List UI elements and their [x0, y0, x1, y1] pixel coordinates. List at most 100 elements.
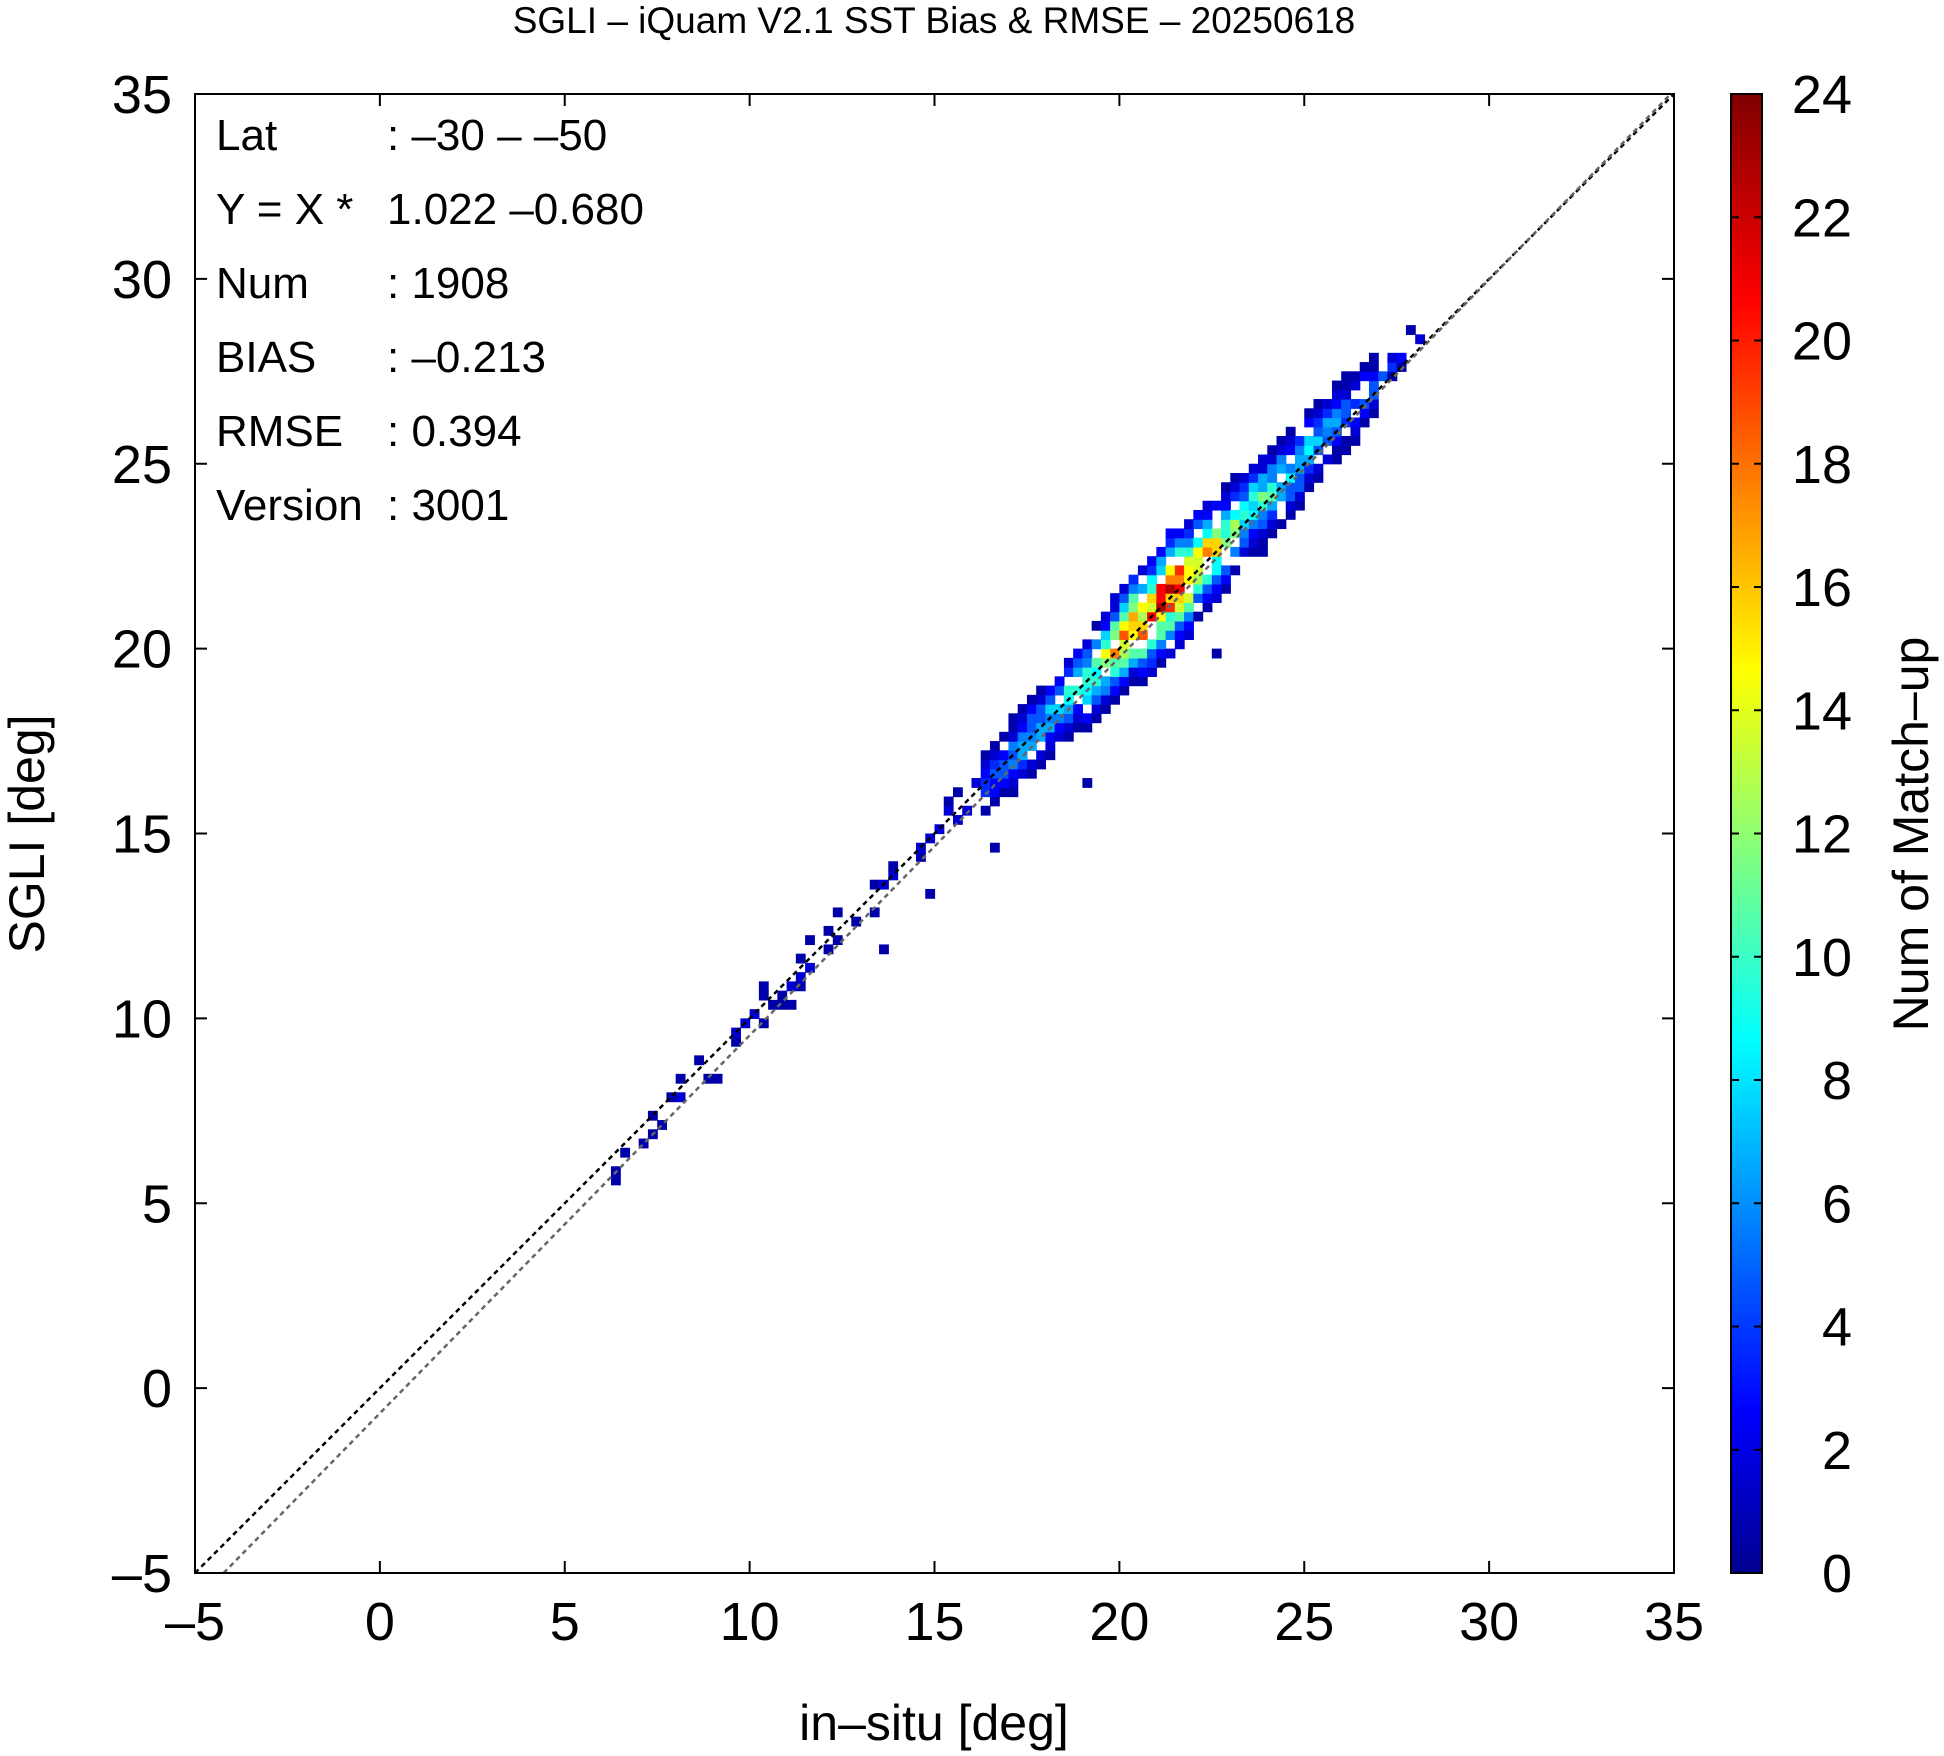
density-cell [1082, 648, 1093, 659]
density-cell [1100, 676, 1111, 687]
density-cell [1174, 546, 1185, 557]
density-cell [1147, 667, 1157, 677]
density-cell [1221, 491, 1231, 502]
density-cell [1184, 528, 1194, 539]
density-cell [1008, 759, 1019, 770]
density-cell [786, 999, 797, 1010]
density-cell [1350, 371, 1361, 382]
density-cell [1230, 519, 1241, 530]
density-cell [934, 824, 945, 835]
density-cell [1304, 408, 1315, 419]
density-cell [1054, 713, 1065, 724]
density-cell [1054, 685, 1065, 696]
density-cell [1110, 667, 1120, 677]
density-cell [675, 1073, 686, 1084]
density-cell [694, 1055, 705, 1066]
density-cell [1248, 528, 1259, 539]
density-cell [1091, 639, 1102, 650]
density-cell [980, 759, 991, 770]
density-cell [1137, 630, 1148, 640]
annotation-value: : –30 – –50 [387, 111, 607, 160]
density-cell [1285, 491, 1296, 502]
density-cell [1350, 417, 1361, 428]
density-cell [1119, 676, 1130, 687]
density-cell [1331, 417, 1342, 428]
density-cell [1156, 556, 1167, 567]
density-cell [1091, 685, 1102, 696]
density-cell [851, 916, 862, 927]
annotation-value: : –0.213 [387, 333, 546, 382]
density-cell [1193, 509, 1204, 520]
density-cell [1073, 722, 1083, 733]
density-cell [1248, 500, 1259, 511]
density-cell [1147, 574, 1157, 585]
density-cell [1267, 463, 1278, 474]
density-cell [1258, 509, 1268, 520]
density-cell [1082, 778, 1093, 788]
density-cell [1174, 639, 1185, 650]
density-cell [1110, 676, 1120, 687]
density-cell [1184, 565, 1194, 576]
density-cell [1258, 519, 1268, 530]
density-cell [989, 796, 1000, 807]
density-cell [971, 778, 982, 788]
density-cell [1156, 546, 1167, 557]
density-cell [1128, 667, 1139, 677]
density-cell [1091, 667, 1102, 677]
density-cell [1008, 787, 1019, 798]
annotation-value: : 0.394 [387, 407, 522, 456]
density-cell [1350, 436, 1361, 446]
density-cell [1165, 611, 1176, 622]
density-cell [869, 879, 880, 890]
density-cell [1156, 620, 1167, 631]
density-cell [1045, 704, 1056, 714]
density-cell [1073, 667, 1083, 677]
density-cell [1295, 472, 1305, 483]
density-cell [638, 1138, 649, 1149]
density-cell [1184, 611, 1194, 622]
density-cell [1110, 602, 1120, 613]
colorbar-label: Num of Match–up [1883, 637, 1939, 1032]
density-cell [1368, 362, 1379, 372]
y-tick-label: 20 [112, 620, 172, 680]
density-cell [1248, 463, 1259, 474]
density-cell [1359, 371, 1370, 382]
density-cell [1202, 528, 1213, 539]
density-cell [1267, 528, 1278, 539]
density-cell [1165, 602, 1176, 613]
density-cell [1267, 509, 1278, 520]
density-cell [1184, 556, 1194, 567]
density-cell [823, 944, 834, 955]
density-cell [1119, 620, 1130, 631]
density-cell [1026, 759, 1037, 770]
density-cell [1026, 704, 1037, 714]
density-cell [989, 741, 1000, 751]
density-cell [1165, 648, 1176, 659]
colorbar-tick-label: 20 [1792, 312, 1852, 372]
density-cell [1100, 685, 1111, 696]
density-cell [1267, 519, 1278, 530]
density-cell [1276, 454, 1287, 465]
density-cell [1359, 408, 1370, 419]
density-cell [1008, 713, 1019, 724]
density-cell [1221, 574, 1231, 585]
density-cell [1211, 500, 1222, 511]
density-cell [1221, 537, 1231, 548]
density-cell [610, 1175, 621, 1186]
colorbar-tick-label: 4 [1822, 1298, 1852, 1358]
density-cell [1211, 583, 1222, 594]
density-cell [1193, 583, 1204, 594]
density-cell [1026, 713, 1037, 724]
density-cell [1368, 399, 1379, 409]
density-cell [1045, 685, 1056, 696]
density-cell [1063, 713, 1074, 724]
y-axis-ticks: –5 0 5 10 15 20 25 30 35 [112, 65, 1674, 1604]
density-cell [1331, 436, 1342, 446]
density-cell [758, 990, 769, 1001]
x-tick-label: 30 [1459, 1592, 1519, 1652]
density-cell [1156, 611, 1167, 622]
density-cell [989, 768, 1000, 779]
density-cell [1331, 454, 1342, 465]
density-cell [1073, 685, 1083, 696]
density-cell [1341, 399, 1352, 409]
